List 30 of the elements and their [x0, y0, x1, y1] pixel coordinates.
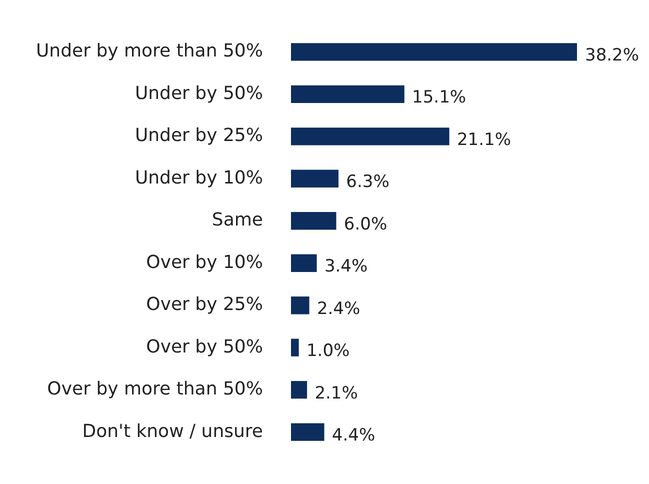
data-label: 6.3% — [346, 172, 390, 192]
data-label: 2.1% — [314, 383, 358, 404]
bar — [290, 423, 324, 441]
data-label: 2.4% — [316, 298, 360, 319]
y-tick-label: Over by more than 50% — [47, 378, 263, 400]
data-label: 4.4% — [332, 426, 376, 446]
y-tick-label: Don't know / unsure — [82, 420, 263, 442]
y-tick-label: Over by 10% — [146, 252, 263, 273]
y-tick-label: Over by 25% — [146, 294, 263, 316]
bar — [290, 212, 336, 230]
y-tick-label: Same — [212, 210, 263, 231]
bar — [290, 170, 338, 188]
bar — [290, 296, 310, 314]
bar — [290, 338, 299, 356]
bar — [290, 43, 577, 61]
data-label: 3.4% — [324, 256, 368, 277]
data-label: 38.2% — [585, 45, 640, 66]
bar — [290, 254, 317, 272]
bar — [290, 85, 404, 103]
bar — [290, 381, 308, 399]
bar — [290, 128, 450, 146]
y-tick-label: Under by 10% — [134, 167, 263, 188]
data-label: 1.0% — [306, 341, 350, 362]
data-label: 15.1% — [412, 88, 466, 108]
y-tick-label: Under by 25% — [134, 125, 263, 146]
y-tick-label: Under by more than 50% — [36, 40, 263, 62]
data-label: 21.1% — [456, 130, 511, 150]
y-tick-label: Under by 50% — [134, 82, 263, 104]
data-label: 6.0% — [344, 214, 388, 234]
y-tick-label: Over by 50% — [146, 336, 263, 358]
